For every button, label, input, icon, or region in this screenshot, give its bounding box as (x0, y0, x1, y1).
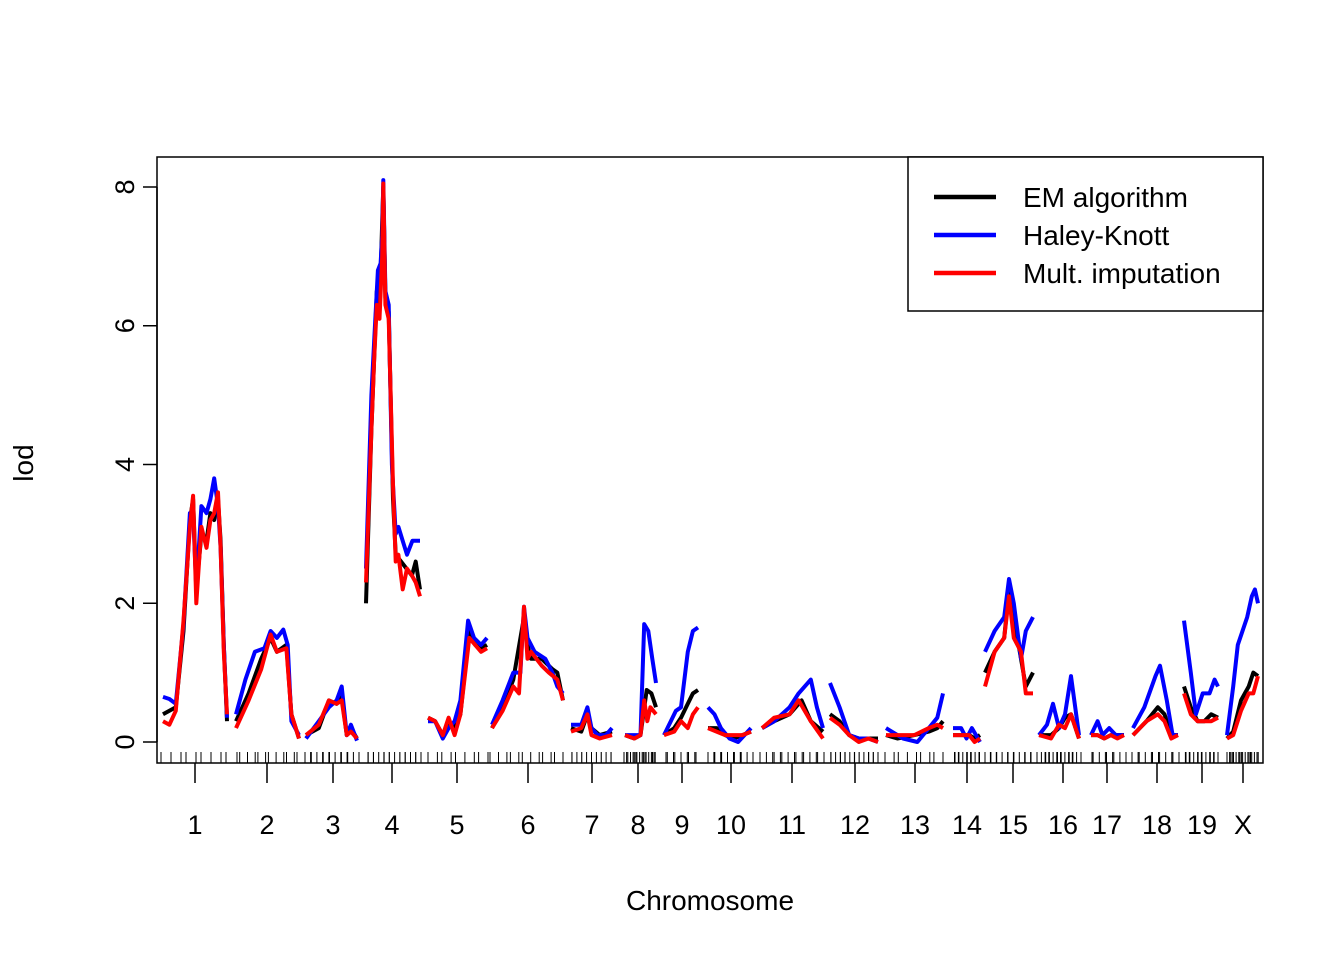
series-line-mult-imputation-chr-17 (1091, 733, 1125, 741)
series-line-haley-knott-chr-8 (625, 622, 658, 738)
series-line-haley-knott-chr-9 (662, 625, 700, 736)
series-line-mult-imputation-chr-10 (707, 726, 752, 738)
marker-rug (160, 752, 1259, 763)
x-tick-label-7: 7 (584, 810, 599, 840)
x-tick-label-13: 13 (900, 810, 930, 840)
marker-rug-chr-13 (884, 752, 944, 763)
y-axis-title: lod (8, 444, 39, 481)
series-line-em-algorithm-chr-9 (662, 688, 700, 737)
marker-rug-chr-10 (707, 752, 754, 763)
series-line-mult-imputation-chr-2 (234, 632, 301, 740)
legend: EM algorithm Haley-Knott Mult. imputation (907, 156, 1264, 312)
x-tick-label-6: 6 (520, 810, 535, 840)
marker-rug-chr-18 (1131, 752, 1180, 763)
series-line-haley-knott-chr-11 (761, 677, 825, 730)
marker-rug-chr-1 (160, 752, 227, 763)
y-tick-label-2: 2 (110, 596, 140, 611)
series-line-haley-knott-chr-x (1225, 587, 1260, 736)
plot-frame (156, 156, 1264, 764)
x-tick-label-4: 4 (384, 810, 399, 840)
marker-rug-chr-4 (367, 752, 422, 763)
y-tick-label-8: 8 (110, 179, 140, 194)
marker-rug-chr-15 (984, 752, 1032, 763)
x-tick-label-8: 8 (630, 810, 645, 840)
marker-rug-chr-9 (665, 752, 697, 763)
x-tick-label-10: 10 (716, 810, 746, 840)
marker-rug-chr-8 (623, 752, 656, 763)
series-line-mult-imputation-chr-x (1226, 675, 1260, 741)
x-tick-label-17: 17 (1092, 810, 1122, 840)
series-line-mult-imputation-chr-1 (162, 490, 229, 727)
x-tick-label-18: 18 (1142, 810, 1172, 840)
marker-rug-chr-5 (427, 752, 489, 763)
x-tick-label-x: X (1234, 810, 1252, 840)
x-tick-label-1: 1 (187, 810, 202, 840)
series-line-mult-imputation-chr-16 (1038, 712, 1081, 741)
series-line-mult-imputation-chr-3 (304, 698, 359, 740)
x-tick-label-14: 14 (952, 810, 982, 840)
marker-rug-chr-14 (954, 752, 980, 763)
y-tick-label-0: 0 (110, 734, 140, 749)
series-line-haley-knott-chr-17 (1089, 719, 1124, 738)
series-line-mult-imputation-chr-11 (760, 698, 825, 740)
y-tick-label-6: 6 (110, 318, 140, 333)
y-tick-label-4: 4 (110, 457, 140, 472)
x-tick-label-19: 19 (1187, 810, 1217, 840)
series-line-mult-imputation-chr-7 (570, 712, 613, 741)
marker-rug-chr-2 (236, 752, 298, 763)
x-tick-label-11: 11 (778, 810, 806, 840)
x-tick-label-16: 16 (1048, 810, 1078, 840)
x-tick-label-3: 3 (325, 810, 340, 840)
series-line-haley-knott-chr-15 (983, 577, 1035, 661)
series-line-mult-imputation-chr-4 (364, 181, 422, 597)
marker-rug-chr-x (1226, 752, 1259, 763)
series-line-mult-imputation-chr-12 (828, 716, 879, 744)
x-tick-label-15: 15 (998, 810, 1028, 840)
series-line-haley-knott-chr-19 (1182, 620, 1220, 717)
marker-rug-chr-7 (571, 752, 612, 763)
x-tick-label-12: 12 (840, 810, 870, 840)
series-line-mult-imputation-chr-15 (983, 594, 1033, 696)
x-tick-label-5: 5 (449, 810, 464, 840)
marker-rug-chr-16 (1036, 752, 1082, 763)
series-line-mult-imputation-chr-13 (886, 722, 945, 738)
legend-label-mult-imputation: Mult. imputation (1023, 258, 1221, 289)
marker-rug-chr-19 (1184, 752, 1219, 763)
series-line-mult-imputation-chr-14 (953, 733, 982, 744)
marker-rug-chr-6 (489, 752, 564, 763)
series-line-mult-imputation-chr-9 (663, 706, 700, 737)
x-tick-label-2: 2 (259, 810, 274, 840)
series-layer (162, 178, 1260, 744)
marker-rug-chr-3 (304, 752, 360, 763)
x-tick-label-9: 9 (674, 810, 689, 840)
x-axis-title: Chromosome (626, 885, 794, 916)
series-line-haley-knott-chr-18 (1131, 663, 1178, 738)
series-line-mult-imputation-chr-5 (427, 635, 489, 738)
series-line-mult-imputation-chr-6 (490, 604, 565, 730)
marker-rug-chr-11 (759, 752, 825, 763)
series-line-mult-imputation-chr-18 (1131, 712, 1179, 741)
series-line-mult-imputation-chr-19 (1182, 692, 1219, 724)
legend-label-em-algorithm: EM algorithm (1023, 182, 1188, 213)
series-line-mult-imputation-chr-8 (624, 698, 658, 741)
x-axis: 1 2 3 4 5 6 7 8 9 10 11 12 13 14 15 16 17 18 19 X (187, 763, 1252, 840)
marker-rug-chr-12 (830, 752, 879, 763)
marker-rug-chr-17 (1091, 752, 1127, 763)
legend-label-haley-knott: Haley-Knott (1023, 220, 1170, 251)
